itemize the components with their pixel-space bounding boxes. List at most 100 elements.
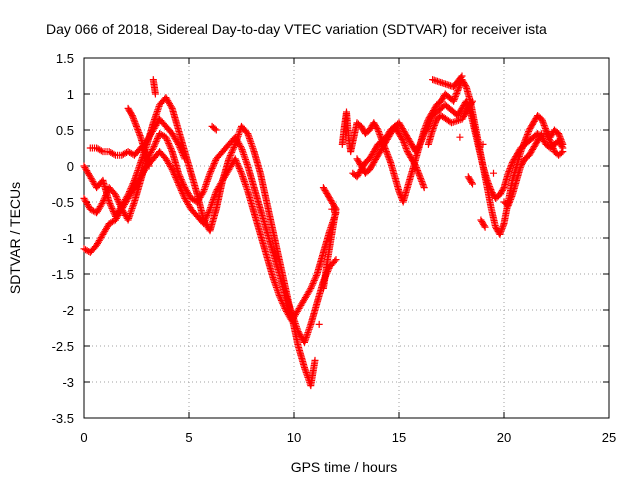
data-point [114,197,122,205]
data-point [278,298,286,306]
data-point [280,301,287,309]
data-point [508,192,516,200]
data-point [207,166,215,174]
data-point [424,124,432,132]
data-point [481,223,489,231]
data-point [508,160,516,168]
data-point [109,206,117,214]
data-points [80,72,567,390]
y-tick-label: 0 [67,159,74,174]
data-point [167,144,175,152]
data-point [211,158,219,166]
data-point [557,149,565,157]
data-point [169,167,177,175]
data-point [228,147,236,155]
data-point [469,180,476,188]
data-point [165,140,173,148]
data-point [458,72,466,80]
data-point [163,135,171,143]
data-point [108,204,116,212]
data-point [208,164,216,172]
data-point [232,156,240,164]
data-point [411,161,419,169]
data-point [456,133,464,141]
data-point [179,150,187,158]
axes: 0 5 10 15 20 25 -3.5 -3 -2.5 -2 -1.5 -1 -0.5 0 0.5 1 1.5 [52,51,617,445]
data-point [206,169,214,177]
data-point [181,155,189,163]
data-point [148,146,156,154]
y-tick-label: -3.5 [52,411,74,426]
data-point [237,168,245,176]
y-tick-label: -0.5 [52,195,74,210]
data-point [152,138,160,146]
data-point [163,136,171,144]
data-point [319,184,327,192]
data-point [204,210,212,218]
data-point [179,191,187,199]
data-point [226,153,234,161]
data-point [281,304,289,312]
data-point [203,213,210,221]
data-point [98,200,106,208]
data-point [174,178,182,186]
data-point [174,139,182,147]
y-tick-label: -1.5 [52,267,74,282]
data-point [168,146,175,154]
data-point [177,185,185,193]
data-point [309,280,317,288]
data-point [167,164,175,172]
data-point [461,81,469,89]
data-point [154,134,161,142]
grid-lines [84,58,609,418]
data-point [308,283,315,291]
data-point [415,142,423,150]
data-point [165,141,173,149]
data-point [469,97,476,105]
data-point [170,170,178,178]
data-point [308,281,316,289]
data-point [234,161,242,169]
data-point [151,139,159,147]
data-point [99,198,107,206]
data-point [121,149,129,157]
data-point [177,147,185,155]
data-point [96,146,104,154]
data-point [545,135,553,143]
data-point [233,158,241,166]
data-point [180,153,188,161]
data-point [312,272,320,280]
data-point [547,138,555,146]
data-point [164,138,172,146]
data-point [538,115,546,123]
data-point [150,142,158,150]
data-point [177,145,185,153]
data-point [468,99,476,107]
x-tick-label: 5 [185,430,192,445]
data-point [277,296,285,304]
data-point [310,276,318,284]
data-point [275,292,283,300]
y-tick-label: -2 [62,303,74,318]
data-point [113,194,121,202]
data-point [180,193,188,201]
data-point [279,300,287,308]
data-point [115,199,123,207]
data-point [106,200,114,208]
data-point [537,131,545,139]
data-point [107,203,115,211]
data-point [149,144,157,152]
data-point [97,147,105,155]
data-point [179,190,187,198]
data-point [322,271,330,279]
data-point [319,277,327,285]
data-point [280,303,288,311]
data-point [237,142,245,150]
data-point [127,110,135,118]
data-point [162,133,170,141]
data-point [112,191,119,199]
data-point [176,183,184,191]
data-point [202,215,210,223]
data-point [108,149,116,157]
data-point [173,177,181,185]
